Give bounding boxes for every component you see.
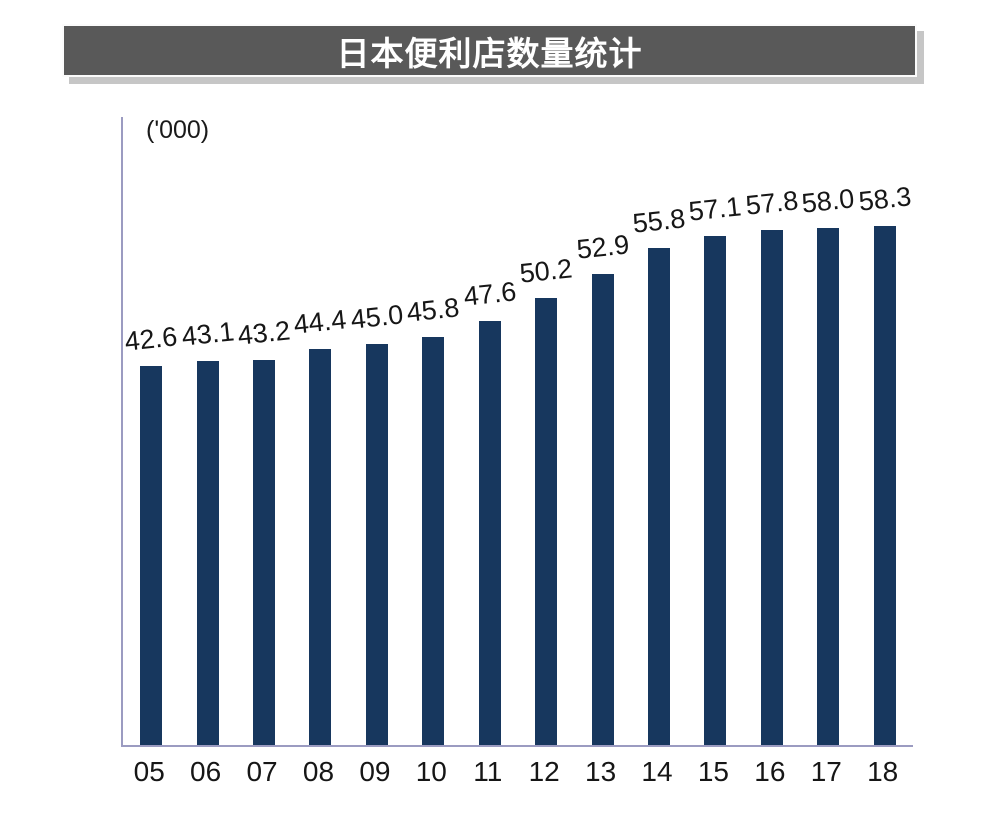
x-axis-tick-label: 17	[810, 756, 842, 787]
x-axis-tick-label: 10	[415, 756, 447, 787]
bar-value-label: 50.2	[518, 253, 574, 289]
bar-column: 42.6	[123, 117, 179, 745]
y-axis-unit-label: ('000)	[146, 116, 210, 144]
bar	[817, 228, 840, 745]
bar	[704, 236, 727, 745]
bar	[365, 344, 388, 745]
bar-column: 58.0	[800, 117, 856, 745]
bar	[422, 337, 445, 745]
bar-column: 47.6	[462, 117, 518, 745]
x-axis-tick-label: 12	[528, 756, 560, 787]
bars-container: 42.6 43.1 43.2 44.4 45.0 45.8 47.6 50.2 52.9 55.8…	[123, 117, 913, 745]
x-axis-tick-label: 11	[473, 756, 503, 787]
bar	[591, 274, 614, 745]
bar	[140, 366, 163, 745]
chart-title: 日本便利店数量统计	[336, 34, 643, 72]
bar-value-label: 43.1	[179, 316, 236, 352]
x-axis-tick-label: 15	[697, 756, 729, 787]
bar-value-label: 57.8	[744, 185, 800, 221]
bar-column: 43.2	[236, 117, 292, 745]
bar-column: 43.1	[179, 117, 235, 745]
bar-column: 55.8	[631, 117, 687, 745]
bar-column: 57.8	[744, 117, 800, 745]
bar	[760, 230, 783, 745]
bar-value-label: 45.0	[349, 299, 405, 335]
bar	[196, 361, 219, 745]
bar-value-label: 58.0	[800, 183, 856, 219]
bar-value-label: 47.6	[461, 276, 518, 312]
bar	[873, 226, 896, 745]
bar-column: 50.2	[518, 117, 574, 745]
x-axis-tick-label: 06	[190, 756, 222, 787]
bar-column: 58.3	[856, 117, 912, 745]
x-axis-tick-label: 18	[867, 756, 899, 787]
bar	[253, 360, 276, 745]
bar-column: 44.4	[292, 117, 348, 745]
x-axis-tick-label: 08	[302, 756, 335, 787]
bar-value-label: 45.8	[405, 292, 461, 328]
x-axis-tick-labels: 05 06 07 08 09 10 11 12 13 14 15 16 17 18	[121, 756, 911, 788]
bar	[478, 321, 501, 745]
bar-value-label: 57.1	[687, 191, 744, 227]
bar-value-label: 58.3	[856, 181, 913, 217]
bar	[309, 349, 332, 745]
bar-value-label: 52.9	[574, 229, 631, 265]
x-axis-tick-label: 13	[585, 756, 617, 787]
plot-area: 42.6 43.1 43.2 44.4 45.0 45.8 47.6 50.2 52.9 55.8…	[121, 117, 913, 747]
bar-value-label: 44.4	[292, 304, 349, 340]
x-axis-tick-label: 16	[754, 756, 786, 787]
bar	[648, 248, 670, 745]
bar-value-label: 43.2	[236, 315, 292, 351]
bar-column: 45.0	[349, 117, 405, 745]
bar	[535, 298, 558, 745]
x-axis-tick-label: 14	[641, 756, 673, 787]
bar-value-label: 55.8	[631, 203, 687, 239]
x-axis-tick-label: 05	[133, 756, 165, 787]
x-axis-tick-label: 09	[359, 756, 391, 787]
chart-title-banner: 日本便利店数量统计	[62, 24, 917, 77]
x-axis-tick-label: 07	[246, 756, 278, 787]
bar-column: 45.8	[405, 117, 461, 745]
bar-column: 52.9	[574, 117, 630, 745]
bar-value-label: 42.6	[123, 321, 179, 357]
bar-column: 57.1	[687, 117, 743, 745]
